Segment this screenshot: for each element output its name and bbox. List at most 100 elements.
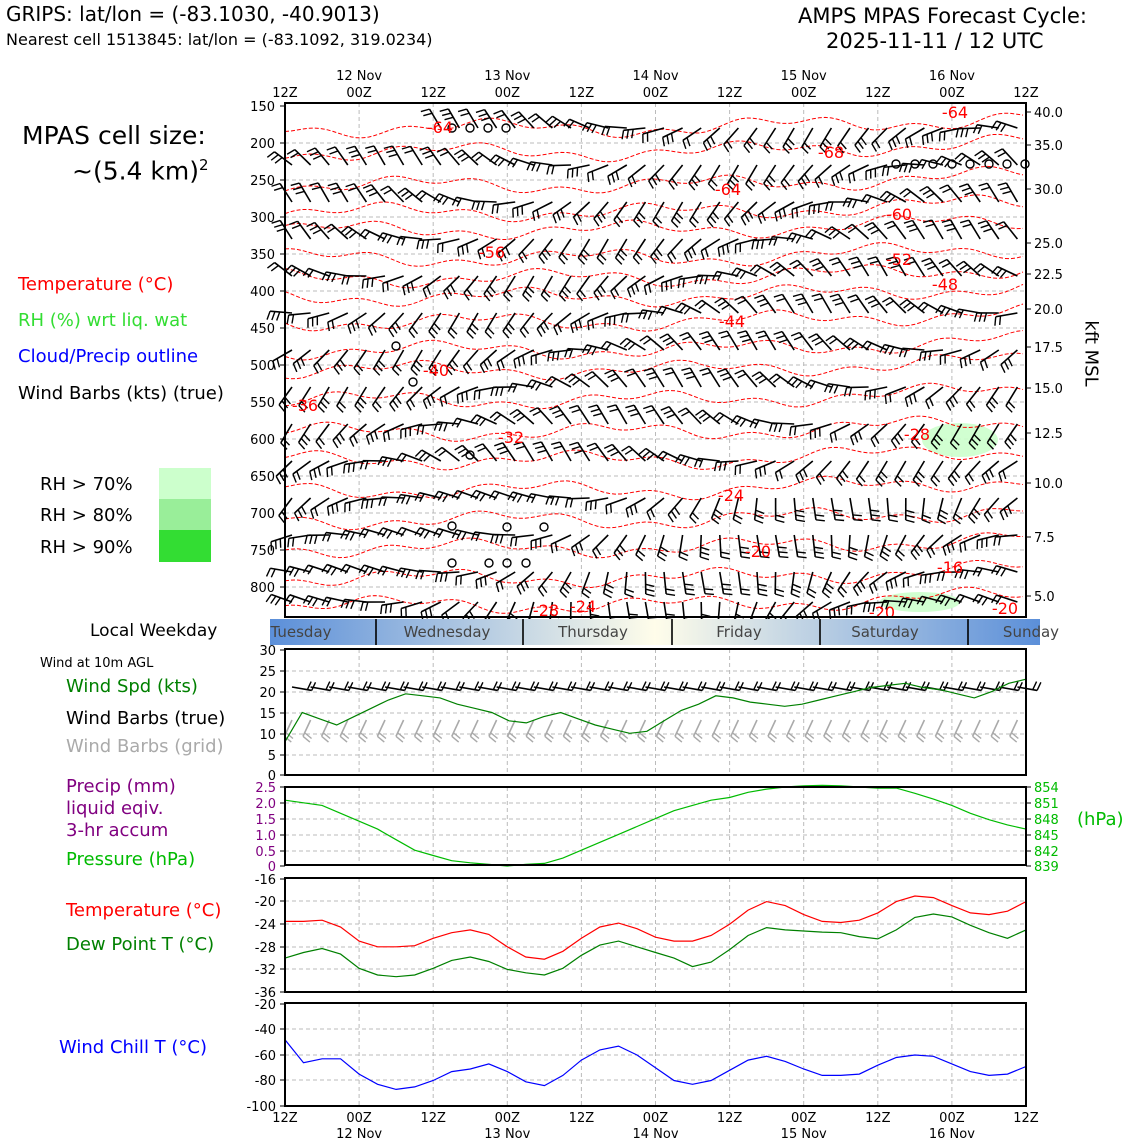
wind-barb [757, 201, 777, 216]
wind-barb-flag [885, 300, 894, 307]
wind-barb-flag [309, 535, 313, 545]
wind-barb-flag [879, 190, 888, 199]
true-wind-barb-flag [957, 681, 963, 691]
wind-barb-flag [313, 365, 319, 374]
calm-marker [965, 159, 975, 169]
wind-barb-flag [864, 295, 874, 301]
true-wind-barb-flag [753, 681, 759, 691]
wind-barb-flag [470, 490, 477, 499]
wind-barb-flag [466, 288, 473, 297]
wind-barb-flag [466, 331, 474, 339]
pressure-tick-label: 800 [250, 581, 275, 596]
wind-barb-flag [414, 190, 423, 198]
wind-barb [437, 571, 460, 575]
wind-barb-flag [607, 373, 617, 379]
wind-barb-flag [977, 265, 986, 273]
wind-barb [496, 349, 516, 364]
wind-barb-flag [621, 445, 630, 452]
wind-barb [851, 223, 870, 240]
wind-barb-flag [972, 567, 978, 576]
wind-barb [663, 571, 667, 594]
wind-barb-flag [955, 128, 959, 138]
y2-tick-label: 851 [1034, 797, 1059, 812]
wind-barb-flag [510, 111, 520, 117]
wind-barb-flag [502, 330, 510, 339]
wind-barb-flag [795, 514, 805, 518]
wind-barb-flag [844, 223, 853, 230]
wind-barb [587, 312, 609, 322]
wind-barb-flag [797, 301, 807, 306]
wind-barb-flag [760, 239, 764, 249]
wind-barb-flag [446, 287, 453, 297]
wind-barb-flag [553, 326, 559, 336]
wind-barb [310, 497, 330, 511]
wind-barb [865, 386, 888, 393]
wind-barb-flag [568, 404, 578, 409]
wind-barb-flag [860, 137, 867, 146]
wind-barb-flag [345, 183, 355, 188]
wind-barb-flag [828, 228, 837, 236]
wind-barb [604, 125, 627, 129]
temperature-contour-label: -28 [533, 601, 559, 620]
wind-barb [502, 275, 516, 296]
wind-barb-flag [421, 425, 425, 435]
wind-barb [667, 238, 684, 256]
wind-barb [548, 164, 572, 167]
wind-barb-flag [735, 269, 742, 278]
wind-barb-flag [336, 405, 344, 413]
wind-barb [670, 201, 684, 222]
wind-barb-flag [414, 449, 423, 457]
wind-barb-flag [837, 606, 841, 616]
wind-barb-flag [471, 323, 479, 331]
dew-panel-label: Dew Point T (°C) [66, 934, 215, 955]
wind-barb-flag [387, 430, 391, 441]
wind-barb [558, 275, 572, 296]
grid-wind-barb-flag [730, 735, 739, 743]
wind-barb-flag [677, 279, 681, 289]
wind-barb-flag [795, 235, 802, 244]
wind-barb-flag [518, 254, 525, 264]
wind-barb-flag [310, 509, 315, 519]
wind-barb [419, 491, 441, 499]
wind-barb [576, 405, 591, 425]
wind-barb-flag [897, 549, 905, 557]
wind-barb-flag [754, 514, 764, 519]
wind-barb-flag [507, 491, 514, 501]
wind-barb [700, 571, 706, 594]
wind-barb [753, 497, 758, 520]
wind-barb-flag [699, 275, 704, 285]
wind-barb-flag [786, 232, 793, 242]
wind-barb [382, 275, 404, 284]
wind-barb-flag [776, 334, 786, 340]
wind-barb [883, 599, 906, 603]
wind-barb [364, 228, 386, 240]
wind-barb-flag [275, 475, 282, 485]
wind-barb-flag [747, 179, 756, 187]
wind-barb-flag [519, 329, 527, 338]
wind-barb-flag [955, 260, 965, 267]
wind-barb-flag [853, 518, 863, 522]
wind-barb-flag [571, 408, 581, 414]
wind-barb-flag [937, 518, 946, 525]
wind-barb-flag [884, 193, 892, 201]
wind-barb-flag [642, 310, 648, 320]
wind-barb-flag [881, 550, 890, 557]
wind-barb-flag [466, 362, 473, 371]
wind-barb-flag [526, 493, 532, 503]
legend-barbs: Wind Barbs (kts) (true) [18, 383, 224, 404]
true-wind-barb-flag [515, 682, 521, 691]
true-wind-barb [552, 686, 573, 692]
wind-barb-flag [386, 458, 393, 468]
wind-barb-flag [905, 514, 915, 519]
wind-barb-flag [650, 508, 655, 518]
wind-barb-flag [428, 331, 436, 339]
wind-barb-flag [816, 610, 820, 620]
wind-barb-flag [795, 207, 799, 217]
wind-barb [736, 267, 758, 277]
wind-barb-flag [381, 567, 388, 576]
wind-barb [829, 423, 851, 435]
wind-barb-flag [689, 220, 697, 228]
calm-marker [502, 558, 512, 568]
wind-barb [846, 386, 869, 389]
wind-barb-flag [953, 594, 961, 603]
